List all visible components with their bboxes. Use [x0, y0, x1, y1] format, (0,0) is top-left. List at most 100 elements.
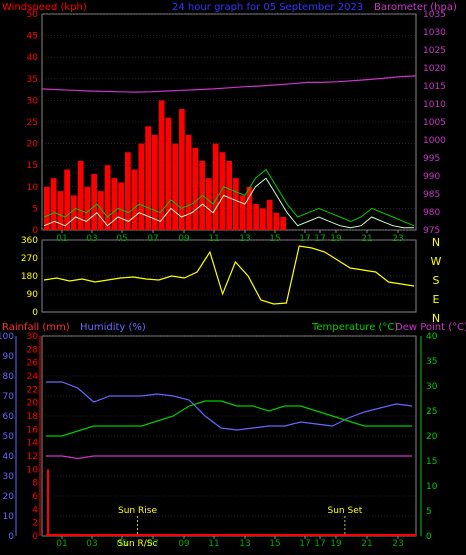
- humidity-y-tick: 70: [3, 392, 15, 402]
- wind-gust-bar: [239, 195, 246, 230]
- wind-gust-bar: [57, 191, 64, 230]
- baro-y-tick: 1005: [423, 118, 446, 128]
- temperature-label: Temperature (°C): [311, 322, 398, 333]
- wind-x-tick: 15: [269, 234, 280, 244]
- weather-x-tick: 07: [147, 539, 158, 549]
- weather-x-tick: 11: [208, 539, 219, 549]
- wind-x-tick: 11: [208, 234, 219, 244]
- wind-gust-bar: [219, 152, 226, 230]
- wind-y-tick: 25: [27, 118, 38, 128]
- dir-compass-label: N: [432, 312, 440, 325]
- weather-x-tick: 05: [116, 539, 127, 549]
- dir-compass-label: E: [433, 293, 440, 306]
- dir-y-tick: 0: [32, 308, 38, 318]
- wind-gust-bar: [179, 109, 185, 230]
- temp-y-tick: 20: [426, 432, 438, 442]
- wind-x-tick: 07: [147, 234, 158, 244]
- humidity-y-tick: 50: [3, 432, 15, 442]
- wind-gust-bar: [266, 199, 273, 230]
- weather-x-tick: 17: [299, 539, 310, 549]
- wind-y-tick: 10: [27, 183, 39, 193]
- weather-plot: 0102030405060708090100024681012141618202…: [0, 332, 438, 549]
- rain-y-tick: 4: [32, 505, 38, 515]
- weather-x-tick: 03: [86, 539, 97, 549]
- wind-gust-bar: [44, 186, 50, 230]
- wind-x-tick: 17: [299, 234, 310, 244]
- wind-gust-bar: [206, 178, 212, 230]
- wind-gust-bar: [138, 143, 145, 230]
- rain-y-tick: 0: [32, 532, 38, 542]
- humidity-label: Humidity (%): [80, 322, 146, 333]
- weather-x-tick: 17: [314, 539, 325, 549]
- rain-y-tick: 30: [27, 332, 39, 342]
- wind-gust-bar: [98, 191, 104, 230]
- baro-y-tick: 985: [423, 190, 440, 200]
- wind-gust-bar: [71, 195, 77, 230]
- temp-y-tick: 15: [426, 457, 437, 467]
- weather-x-tick: 09: [178, 539, 190, 549]
- weather-x-tick: 23: [392, 539, 403, 549]
- direction-line: [43, 245, 415, 305]
- dir-compass-label: S: [433, 274, 440, 287]
- header-right: Barometer (hpa): [374, 2, 457, 13]
- rain-y-tick: 20: [27, 399, 39, 409]
- header-center: 24 hour graph for 05 September 2023: [172, 2, 363, 13]
- temp-y-tick: 35: [426, 357, 437, 367]
- temp-y-tick: 25: [426, 407, 437, 417]
- baro-y-tick: 1020: [423, 64, 446, 74]
- baro-y-tick: 1010: [423, 100, 446, 110]
- baro-y-tick: 1015: [423, 82, 446, 92]
- wind-x-tick: 13: [239, 234, 250, 244]
- dir-compass-label: W: [431, 255, 442, 268]
- humidity-y-tick: 20: [3, 492, 15, 502]
- baro-y-tick: 995: [423, 154, 440, 164]
- wind-y-tick: 0: [32, 226, 38, 236]
- weather-x-tick: 13: [239, 539, 250, 549]
- weather-x-tick: 19: [330, 539, 342, 549]
- wind-y-tick: 50: [27, 10, 39, 20]
- temp-y-tick: 5: [426, 507, 432, 517]
- rain-y-tick: 14: [27, 439, 39, 449]
- dir-y-tick: 180: [21, 272, 38, 282]
- wind-gust-bar: [192, 147, 199, 230]
- baro-y-tick: 1025: [423, 46, 446, 56]
- wind-gust-bar: [104, 165, 111, 230]
- wind-gust-bar: [280, 217, 286, 230]
- wind-y-tick: 20: [27, 140, 39, 150]
- header-left: Windspeed (kph): [2, 2, 87, 13]
- sunset-label: Sun Set: [328, 506, 363, 516]
- humidity-y-tick: 40: [3, 452, 15, 462]
- wind-gust-bar: [273, 212, 280, 230]
- wind-gust-bar: [165, 117, 172, 230]
- weather-x-tick: 21: [361, 539, 372, 549]
- wind-gust-bar: [91, 173, 97, 230]
- rain-y-tick: 18: [27, 412, 39, 422]
- wind-gust-bar: [172, 143, 178, 230]
- humidity-y-tick: 0: [8, 532, 14, 542]
- wind-gust-bar: [246, 186, 253, 230]
- temp-y-tick: 10: [426, 482, 438, 492]
- humidity-line: [46, 381, 413, 431]
- dewpoint-line: [46, 455, 412, 460]
- weather-x-tick: 01: [56, 539, 67, 549]
- wind-gust-bar: [84, 186, 91, 230]
- baro-y-tick: 1035: [423, 10, 446, 20]
- rain-y-tick: 26: [27, 359, 39, 369]
- wind-gust-bar: [185, 134, 192, 230]
- humidity-y-tick: 10: [3, 512, 15, 522]
- wind-y-tick: 45: [27, 32, 38, 42]
- humidity-y-tick: 80: [3, 372, 15, 382]
- wind-average-line: [43, 168, 415, 227]
- wind-x-tick: 01: [56, 234, 67, 244]
- humidity-y-tick: 90: [3, 352, 15, 362]
- rain-y-tick: 22: [27, 385, 38, 395]
- rain-y-tick: 16: [27, 425, 39, 435]
- wind-y-tick: 35: [27, 75, 38, 85]
- humidity-y-tick: 30: [3, 472, 15, 482]
- sun-bottom-label: Sun R/Sc: [118, 539, 158, 549]
- wind-y-tick: 5: [32, 204, 38, 214]
- wind-gust-bar: [131, 169, 138, 230]
- wind-gust-bar: [260, 208, 266, 230]
- wind-gust-bar: [145, 126, 151, 230]
